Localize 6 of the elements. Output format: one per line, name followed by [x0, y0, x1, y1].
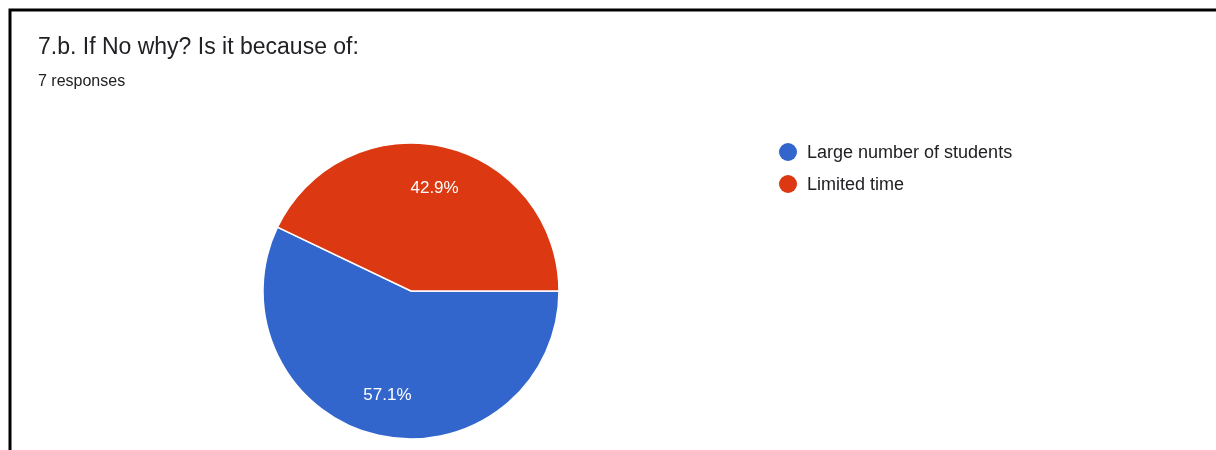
data-label: 42.9% [410, 177, 459, 197]
data-label: 57.1% [363, 385, 412, 405]
legend-label: Limited time [807, 174, 905, 194]
text: 7 responses [38, 72, 126, 89]
legend-label: Large number of students [807, 142, 1013, 162]
chart-title: 7.b. If No why? Is it because of: [38, 33, 359, 59]
